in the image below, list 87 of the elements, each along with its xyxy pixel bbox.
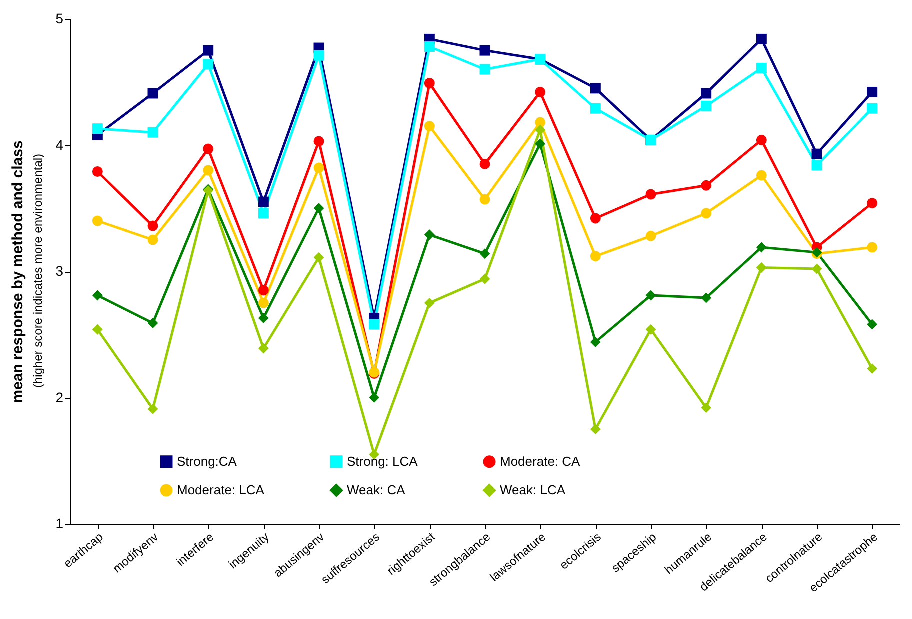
point <box>701 180 712 191</box>
point <box>701 208 712 219</box>
y-tick-label: 2 <box>56 389 64 406</box>
point <box>590 251 601 262</box>
point <box>701 100 712 112</box>
point <box>867 103 878 114</box>
point <box>867 242 878 253</box>
point <box>867 198 878 209</box>
legend-label: Weak: LCA <box>500 482 566 498</box>
point <box>590 336 601 348</box>
point <box>812 264 822 274</box>
point <box>590 103 601 114</box>
point <box>424 78 435 89</box>
point <box>535 117 546 128</box>
point <box>756 242 767 253</box>
point <box>480 194 490 205</box>
point <box>92 216 103 226</box>
legend-label: Moderate: LCA <box>177 482 265 498</box>
point <box>756 262 767 273</box>
point <box>92 124 103 134</box>
point <box>535 86 546 98</box>
y-tick-label: 4 <box>56 136 64 153</box>
point <box>590 424 601 435</box>
point <box>92 324 103 335</box>
point <box>756 34 767 44</box>
point <box>203 165 214 176</box>
point <box>867 86 878 98</box>
point <box>646 290 656 301</box>
point <box>590 213 601 224</box>
point <box>258 196 269 208</box>
point <box>812 160 822 171</box>
point <box>756 170 767 181</box>
point <box>480 274 490 284</box>
y-axis-title: mean response by method and class <box>10 140 27 404</box>
point <box>424 121 435 132</box>
point <box>258 312 269 324</box>
point <box>148 127 158 138</box>
point <box>480 45 490 56</box>
point <box>203 59 214 70</box>
point <box>756 62 767 74</box>
point <box>480 158 490 170</box>
point <box>590 83 601 94</box>
point <box>646 230 656 242</box>
point <box>535 138 546 150</box>
point <box>756 134 767 146</box>
point <box>701 402 712 414</box>
point <box>258 208 269 219</box>
point <box>92 290 103 301</box>
y-tick-label: 1 <box>56 516 64 532</box>
point <box>314 203 324 214</box>
point <box>480 64 490 75</box>
text: (higher score indicates more environmental) <box>31 154 45 388</box>
point <box>480 248 490 260</box>
point <box>148 318 158 329</box>
point <box>369 392 380 403</box>
point <box>258 343 269 354</box>
point <box>148 234 158 246</box>
point <box>535 124 546 136</box>
point <box>258 298 269 308</box>
legend-label: Strong:CA <box>177 454 238 469</box>
legend-label: Weak: CA <box>347 482 406 498</box>
point <box>258 285 269 296</box>
point <box>148 220 158 232</box>
point <box>867 363 878 374</box>
point <box>92 166 103 177</box>
point <box>148 404 158 414</box>
legend-label: Strong: LCA <box>347 454 418 469</box>
point <box>314 50 324 61</box>
point <box>314 162 324 174</box>
point <box>424 230 435 240</box>
point <box>203 144 214 154</box>
point <box>148 88 158 99</box>
point <box>701 88 712 99</box>
point <box>867 319 878 330</box>
point <box>424 42 435 52</box>
point <box>646 189 656 200</box>
point <box>701 292 712 304</box>
point <box>314 252 324 263</box>
point <box>369 319 380 330</box>
point <box>812 148 822 160</box>
point <box>203 45 214 56</box>
point <box>646 324 656 335</box>
point <box>314 136 324 147</box>
legend-label: Moderate: CA <box>500 454 581 469</box>
y-tick-label: 5 <box>56 10 64 26</box>
point <box>424 298 435 308</box>
y-tick-label: 3 <box>56 263 64 279</box>
